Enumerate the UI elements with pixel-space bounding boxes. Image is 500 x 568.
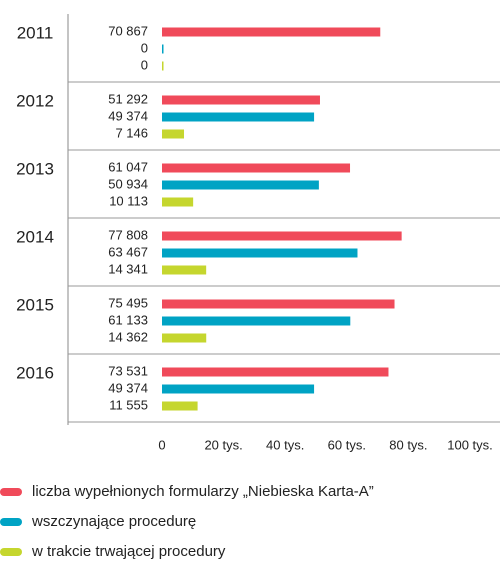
legend-swatch — [0, 488, 22, 496]
bar — [162, 316, 351, 326]
bar — [162, 384, 315, 394]
year-label: 2013 — [16, 159, 54, 178]
x-tick-label: 80 tys. — [389, 437, 427, 452]
year-label: 2014 — [16, 227, 54, 246]
legend-label: wszczynające procedurę — [31, 513, 196, 530]
value-label: 63 467 — [108, 244, 148, 259]
value-label: 14 362 — [108, 329, 148, 344]
value-label: 73 531 — [108, 363, 148, 378]
x-tick-label: 60 tys. — [328, 437, 366, 452]
legend-label: liczba wypełnionych formularzy „Niebiesk… — [32, 483, 374, 500]
value-label: 61 133 — [108, 312, 148, 327]
value-label: 14 341 — [108, 261, 148, 276]
bar — [162, 61, 164, 71]
value-label: 10 113 — [109, 193, 148, 208]
value-label: 0 — [141, 57, 148, 72]
bar — [162, 44, 164, 54]
value-label: 75 495 — [108, 295, 148, 310]
bar — [162, 129, 185, 139]
year-label: 2015 — [16, 295, 54, 314]
value-label: 49 374 — [108, 108, 148, 123]
value-label: 7 146 — [115, 125, 148, 140]
bar — [162, 231, 402, 241]
x-tick-label: 0 — [158, 437, 165, 452]
bar — [162, 112, 315, 122]
bar — [162, 265, 207, 275]
bar — [162, 401, 198, 411]
x-tick-label: 40 tys. — [266, 437, 304, 452]
bar — [162, 95, 320, 105]
value-label: 0 — [141, 40, 148, 55]
legend-swatch — [0, 518, 22, 526]
bar — [162, 197, 194, 207]
legend-swatch — [0, 548, 22, 556]
x-tick-label: 20 tys. — [204, 437, 242, 452]
year-label: 2012 — [16, 91, 54, 110]
value-label: 61 047 — [108, 159, 148, 174]
value-label: 77 808 — [108, 227, 148, 242]
legend-label: w trakcie trwającej procedury — [31, 543, 226, 560]
bar — [162, 299, 395, 309]
x-tick-label: 100 tys. — [447, 437, 493, 452]
year-label: 2016 — [16, 363, 54, 382]
bar — [162, 248, 358, 258]
bar — [162, 367, 389, 377]
bar — [162, 333, 207, 343]
bar — [162, 163, 351, 173]
value-label: 49 374 — [108, 380, 148, 395]
year-label: 2011 — [17, 23, 54, 42]
value-label: 50 934 — [108, 176, 148, 191]
bar — [162, 27, 381, 37]
value-label: 51 292 — [108, 91, 148, 106]
value-label: 11 555 — [109, 397, 148, 412]
bar — [162, 180, 319, 190]
value-label: 70 867 — [108, 23, 148, 38]
